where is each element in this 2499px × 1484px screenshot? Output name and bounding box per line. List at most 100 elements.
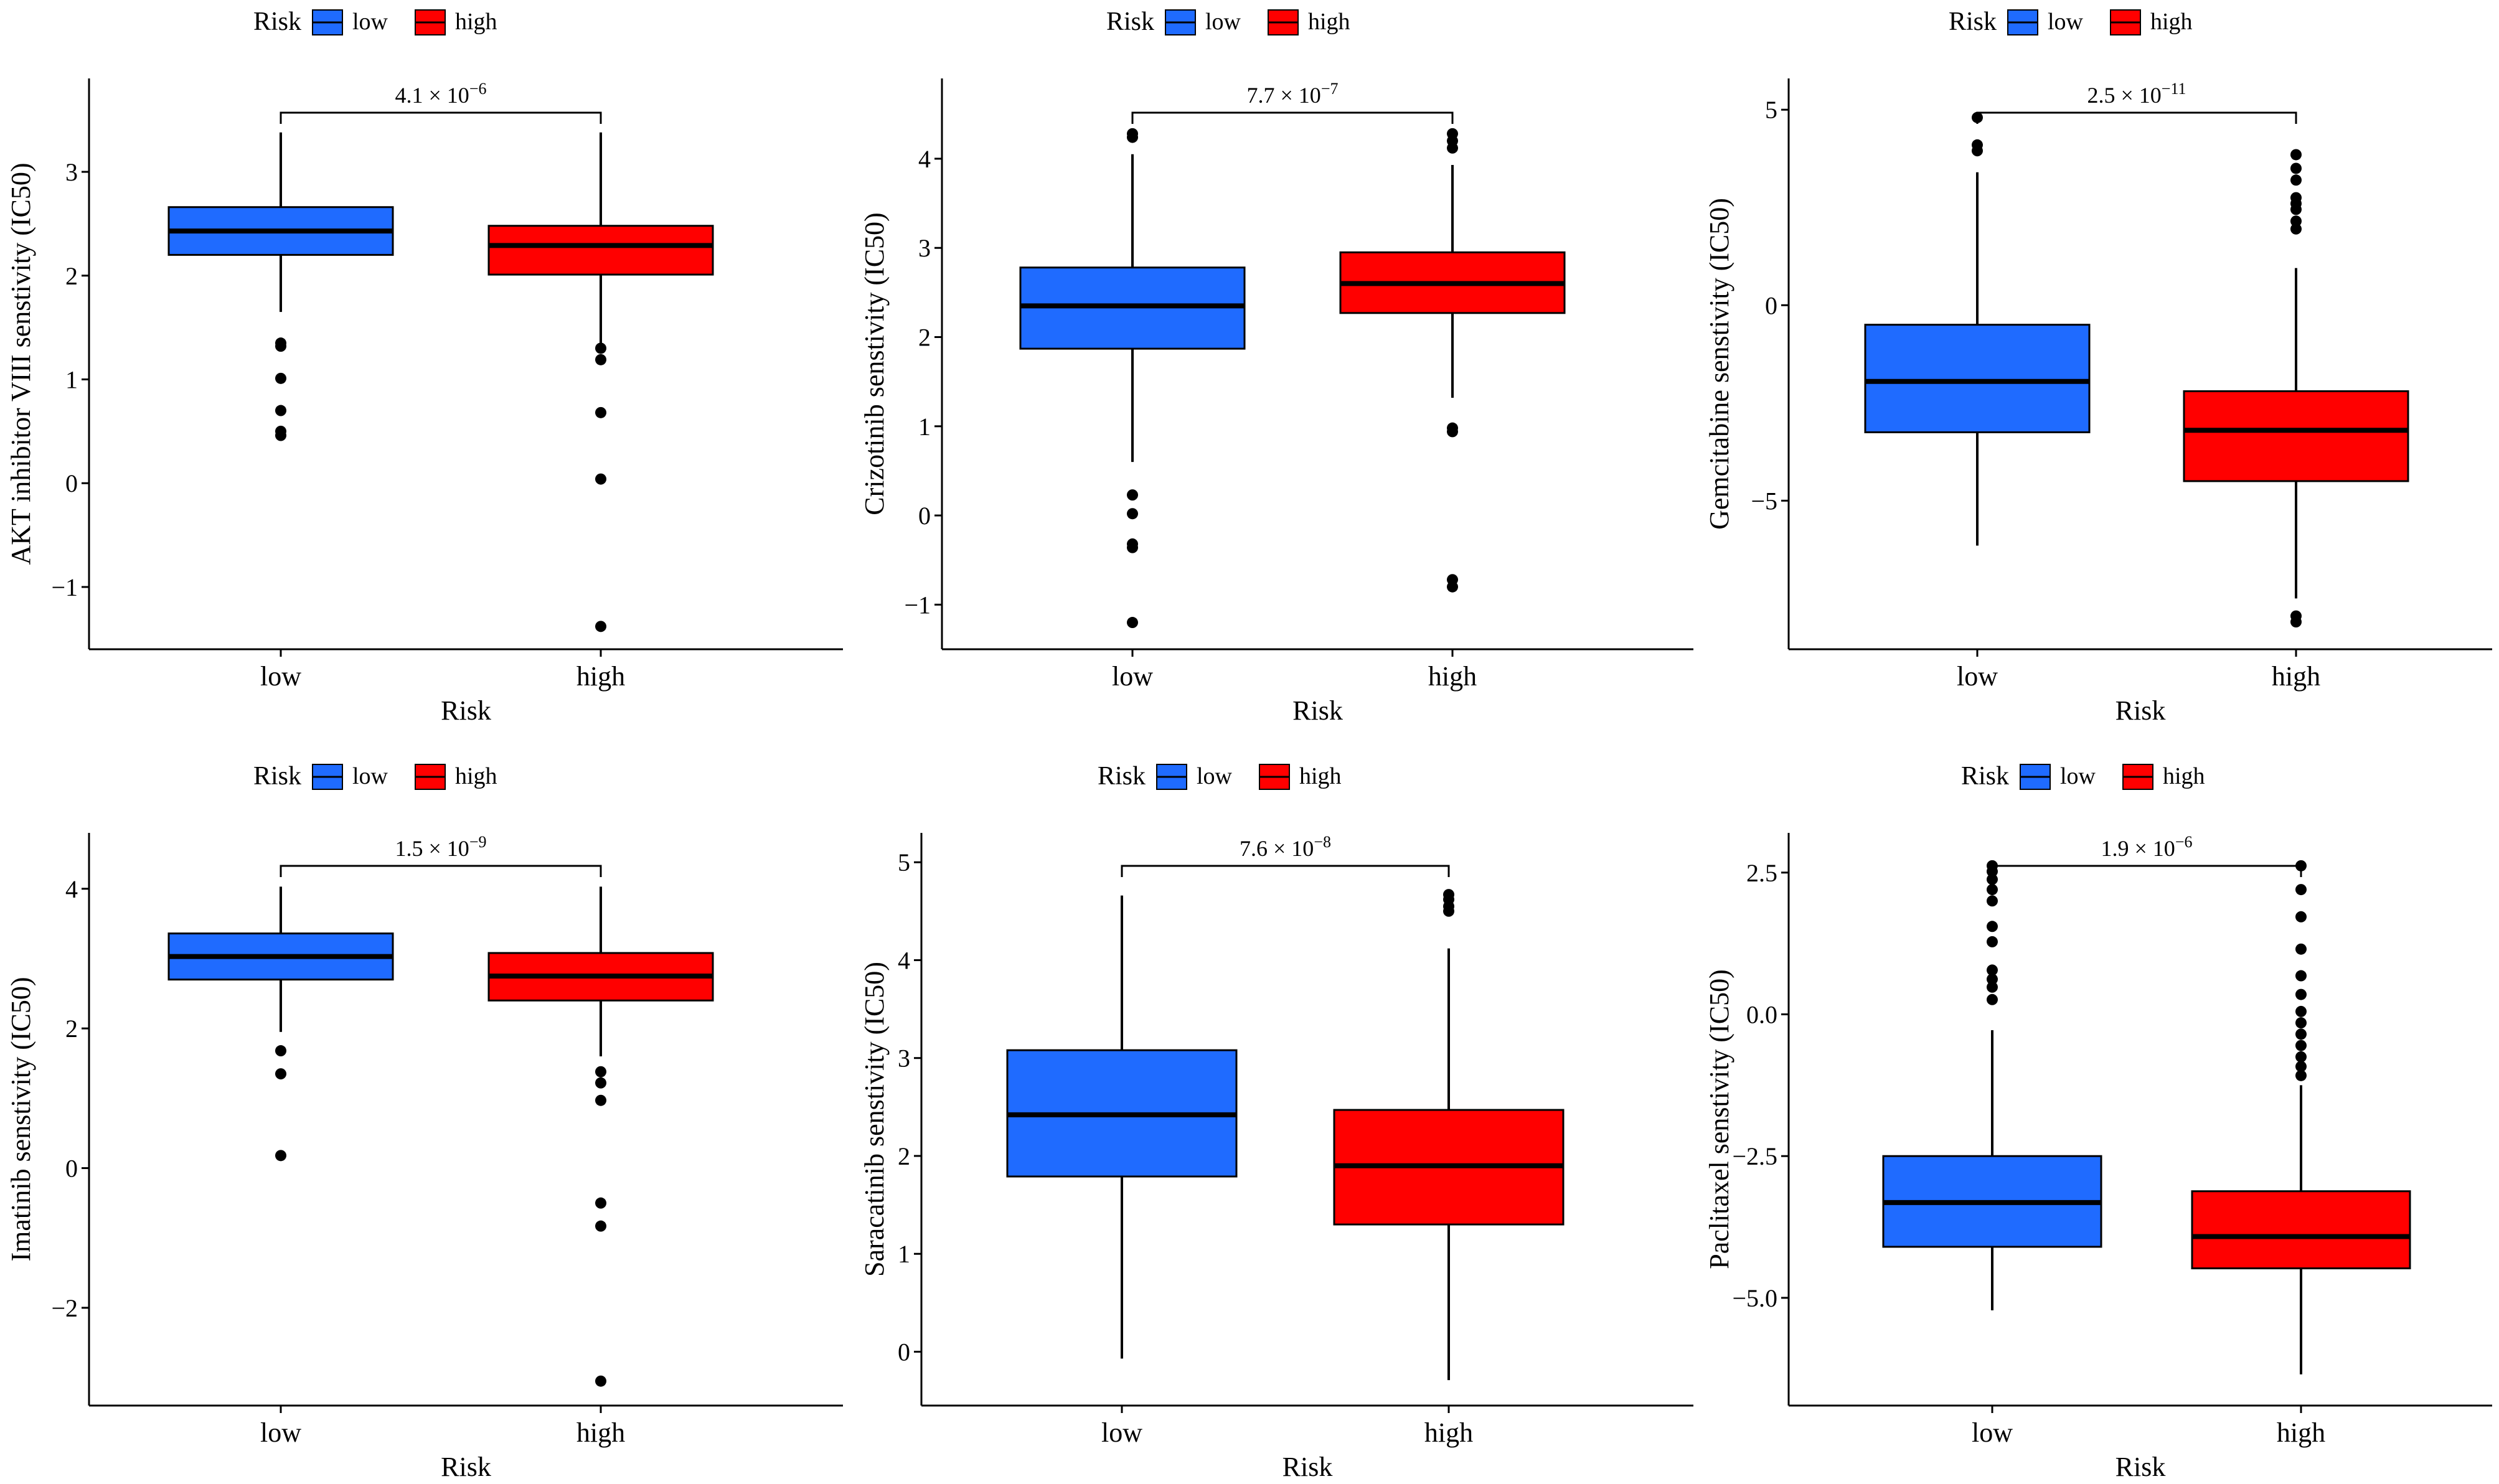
box-low <box>1006 895 1238 1359</box>
outlier-point <box>1443 905 1454 917</box>
box-high <box>487 132 714 632</box>
outlier-point <box>2295 1028 2307 1040</box>
y-tick-label: 4 <box>898 946 910 974</box>
box-high <box>487 886 714 1387</box>
x-axis-title: Risk <box>1292 695 1343 726</box>
outlier-point <box>595 406 606 418</box>
x-axis-title: Risk <box>2115 1452 2166 1481</box>
y-axis-title: Crizotinib senstivity (IC50) <box>859 212 890 515</box>
outlier-point <box>1987 936 1998 947</box>
y-axis-title: Imatinib senstivity (IC50) <box>6 977 36 1261</box>
y-axis-title: Saracatinib senstivity (IC50) <box>859 962 890 1277</box>
x-tick-label: high <box>577 661 625 692</box>
y-tick-label: 4 <box>918 145 931 173</box>
y-tick-label: 3 <box>918 234 931 262</box>
y-axis-title: Paclitaxel senstivity (IC50) <box>1704 969 1734 1269</box>
outlier-point <box>2295 1040 2307 1051</box>
panel-5: 0 1 2 3 4 5 low high Risk Saracatinib senstivity … <box>859 762 1693 1482</box>
x-tick-label: high <box>1428 661 1477 692</box>
panel-4: −2 0 2 4 low high Risk Imatinib senstivity (IC5… <box>6 762 843 1482</box>
p-value-label: 1.5 × 10−9 <box>395 833 487 861</box>
y-tick-label: 5 <box>898 848 910 876</box>
x-tick-label: low <box>1112 661 1153 692</box>
legend-label-low: low <box>352 9 388 35</box>
outlier-point <box>1127 542 1138 553</box>
panel-1: −1 0 1 2 3 low high Risk AKT inhibitor VIII sens… <box>6 7 843 726</box>
legend-label-high: high <box>1299 763 1342 789</box>
y-tick-label: 2 <box>65 1015 78 1043</box>
outlier-point <box>1972 145 1983 157</box>
legend-label-low: low <box>1205 9 1241 35</box>
box-low <box>1019 128 1246 629</box>
y-tick-label: 0 <box>65 1155 78 1183</box>
box-low <box>1864 111 2091 546</box>
outlier-point <box>275 340 286 352</box>
outlier-point <box>275 1068 286 1080</box>
outlier-point <box>1987 921 1998 932</box>
y-tick-label: 0.0 <box>1746 1000 1777 1028</box>
y-tick-label: 2.5 <box>1746 859 1777 887</box>
outlier-point <box>595 1077 606 1089</box>
significance-bracket <box>280 111 602 124</box>
outlier-point <box>1447 142 1458 154</box>
outlier-point <box>1127 489 1138 501</box>
y-axis-title: Gemcitabine senstivity (IC50) <box>1704 198 1734 530</box>
box-body <box>487 225 714 276</box>
significance-bracket <box>1976 111 2297 124</box>
y-tick-label: 3 <box>65 158 78 186</box>
legend-label-high: high <box>455 9 497 35</box>
legend-title: Risk <box>253 762 301 791</box>
outlier-point <box>1127 508 1138 520</box>
box-body <box>2183 390 2409 482</box>
legend-title: Risk <box>1106 7 1154 36</box>
outlier-point <box>1447 426 1458 438</box>
y-tick-label: 1 <box>898 1240 910 1268</box>
outlier-point <box>1127 617 1138 629</box>
box-body <box>2191 1190 2411 1270</box>
p-value-label: 7.7 × 10−7 <box>1247 80 1339 108</box>
box-low <box>167 886 394 1162</box>
outlier-point <box>595 1094 606 1106</box>
x-tick-label: high <box>2277 1417 2325 1448</box>
significance-bracket <box>1991 865 2302 877</box>
p-value-label: 4.1 × 10−6 <box>395 80 487 108</box>
legend: Risk low high <box>253 7 497 36</box>
legend-title: Risk <box>253 7 301 36</box>
box-low <box>1882 860 2102 1310</box>
y-tick-label: −5 <box>1751 487 1777 515</box>
outlier-point <box>2295 970 2307 982</box>
p-value-label: 1.9 × 10−6 <box>2101 833 2193 861</box>
x-tick-label: low <box>260 661 301 692</box>
x-tick-label: low <box>1101 1417 1142 1448</box>
y-tick-label: 2 <box>898 1142 910 1170</box>
x-axis-title: Risk <box>1282 1452 1333 1481</box>
outlier-point <box>275 1150 286 1162</box>
box-high <box>2183 149 2409 628</box>
outlier-point <box>275 405 286 416</box>
legend: Risk low high <box>1106 7 1350 36</box>
x-axis-title: Risk <box>441 1452 491 1481</box>
box-body <box>1864 324 2091 433</box>
y-tick-label: 3 <box>898 1045 910 1073</box>
y-tick-label: 0 <box>898 1338 910 1366</box>
outlier-point <box>275 372 286 384</box>
y-tick-label: 0 <box>1765 291 1777 319</box>
x-tick-label: high <box>577 1417 625 1448</box>
y-tick-label: 1 <box>918 413 931 441</box>
panel-2: −1 0 1 2 3 4 low high Risk Crizotinib senstivity … <box>859 7 1693 726</box>
x-axis-title: Risk <box>441 695 491 726</box>
outlier-point <box>2290 204 2302 215</box>
outlier-point <box>1987 993 1998 1005</box>
legend-label-high: high <box>455 763 497 789</box>
outlier-point <box>595 342 606 354</box>
outlier-point <box>2290 162 2302 174</box>
outlier-point <box>2295 1069 2307 1081</box>
x-tick-label: high <box>2272 661 2320 692</box>
outlier-point <box>2295 884 2307 896</box>
x-tick-label: low <box>1972 1417 2013 1448</box>
outlier-point <box>2290 149 2302 161</box>
box-high <box>1333 889 1565 1381</box>
legend: Risk low high <box>1949 7 2193 36</box>
